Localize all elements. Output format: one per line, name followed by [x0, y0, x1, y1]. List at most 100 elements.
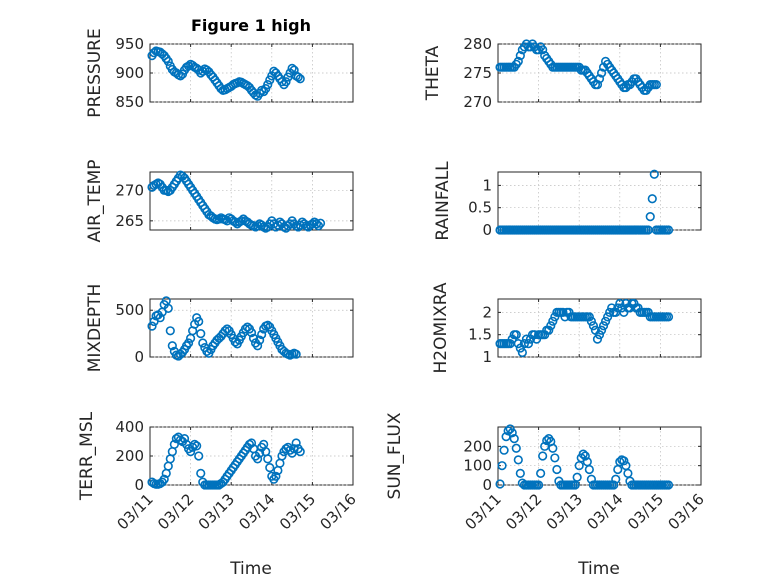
subplot-air-temp: 265 270 AIR_TEMP [85, 160, 354, 243]
y-tick-label: 500 [115, 301, 144, 319]
data-point [586, 316, 596, 326]
x-tick-label: 03/12 [154, 490, 197, 533]
data-point [263, 79, 273, 90]
data-point [538, 45, 548, 55]
y-tick-label: 0 [482, 476, 492, 494]
data-point [663, 480, 674, 490]
data-point [649, 169, 659, 179]
y-tick-label: 280 [463, 35, 492, 53]
data-point [540, 441, 550, 451]
subplot-rainfall: 0 0.5 1 RAINFALL [433, 161, 702, 241]
data-point [165, 326, 175, 336]
data-point [311, 219, 322, 229]
data-point [291, 349, 301, 359]
data-point [609, 480, 619, 490]
data-point [295, 447, 305, 457]
data-point [536, 468, 546, 479]
data-point [230, 217, 240, 227]
data-point [517, 347, 527, 358]
x-axis-label: Time [577, 559, 620, 579]
data-point [183, 338, 194, 348]
data-point [293, 72, 303, 82]
data-point [513, 339, 523, 349]
y-axis-label: TERR_MSL [77, 411, 97, 501]
data-point [277, 451, 287, 461]
data-point [594, 330, 605, 340]
data-point [255, 448, 265, 458]
data-point [263, 454, 273, 464]
y-tick-label: 2 [482, 303, 492, 321]
data-point [192, 441, 202, 451]
data-point [159, 474, 169, 484]
y-tick-label: 265 [115, 212, 144, 230]
data-point [592, 334, 603, 344]
subplot-mixdepth: 0 500 MIXDEPTH [85, 284, 354, 372]
x-tick-label: 03/14 [583, 490, 626, 533]
data-point [572, 472, 582, 482]
data-point [523, 339, 534, 349]
data-point [190, 439, 200, 450]
y-tick-label: 850 [115, 93, 144, 111]
data-point [588, 321, 599, 331]
data-point [647, 194, 657, 204]
data-point [584, 464, 594, 475]
y-tick-label: 270 [463, 93, 492, 111]
data-point [236, 216, 246, 226]
y-tick-label: 0.5 [468, 199, 492, 217]
data-point [542, 435, 552, 446]
data-point [198, 338, 208, 348]
y-tick-label: 200 [463, 437, 492, 455]
data-point [255, 335, 265, 345]
data-point [619, 456, 629, 466]
y-axis-label: AIR_TEMP [85, 160, 105, 243]
x-tick-label: 03/12 [502, 490, 545, 533]
y-tick-label: 1 [482, 348, 492, 366]
data-point [313, 221, 324, 231]
data-point [315, 218, 326, 228]
y-tick-label: 400 [115, 418, 144, 436]
data-point [194, 451, 204, 461]
y-axis-label: THETA [423, 45, 443, 101]
x-tick-label: 03/16 [317, 490, 360, 533]
data-point [600, 316, 611, 326]
data-point [578, 449, 588, 459]
subplot-theta: 270 275 280 THETA [423, 35, 702, 111]
data-point [271, 471, 281, 481]
data-point [295, 74, 305, 84]
data-point [511, 330, 521, 340]
data-point [552, 464, 562, 475]
data-point [613, 303, 623, 313]
y-tick-label: 200 [115, 447, 144, 465]
data-point [186, 447, 196, 457]
x-tick-label: 03/11 [462, 490, 505, 533]
y-tick-label: 0 [134, 476, 144, 494]
data-point [196, 329, 206, 339]
y-tick-label: 900 [115, 64, 144, 82]
data-point [550, 453, 560, 463]
data-point [651, 79, 661, 90]
data-point [495, 479, 505, 489]
data-point [544, 325, 554, 335]
data-point [592, 79, 603, 90]
y-tick-label: 0 [134, 348, 144, 366]
data-point [246, 438, 257, 448]
data-point [548, 316, 558, 326]
data-point [252, 454, 263, 464]
y-axis-label: RAINFALL [433, 161, 453, 241]
data-point [281, 77, 291, 87]
data-point [546, 321, 556, 331]
axes-frame [497, 298, 702, 358]
data-point [163, 303, 173, 313]
data-point [594, 74, 605, 84]
data-point [252, 341, 263, 351]
data-point [603, 312, 613, 322]
data-point [183, 61, 194, 71]
y-axis-label: H2OMIXRA [431, 282, 451, 373]
data-point [605, 307, 615, 317]
data-point [246, 328, 257, 338]
data-point [509, 434, 519, 444]
x-tick-label: 03/16 [665, 490, 708, 533]
data-point [533, 480, 544, 490]
data-point [289, 65, 299, 75]
